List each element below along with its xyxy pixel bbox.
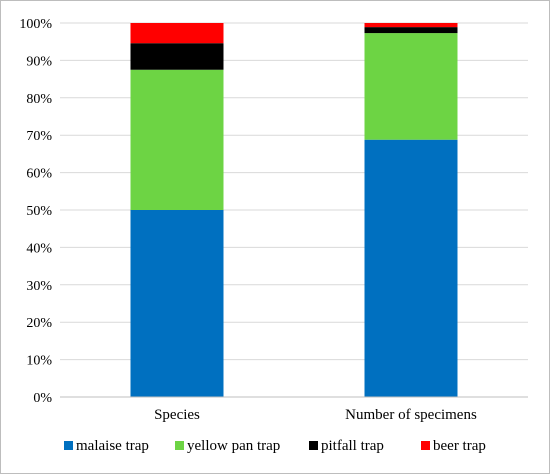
legend-swatch [64, 441, 73, 450]
bars [130, 23, 458, 398]
legend-label: malaise trap [76, 438, 149, 454]
legend-label: beer trap [433, 438, 486, 454]
bar-segment-malaise-trap [130, 210, 224, 397]
bar-segment-malaise-trap [364, 139, 458, 398]
gridlines [60, 22, 528, 361]
legend-label: pitfall trap [321, 438, 384, 454]
y-tick-label: 90% [26, 54, 52, 69]
y-tick-label: 10% [26, 354, 52, 369]
bar-segment-beer-trap [130, 23, 224, 44]
legend-label: yellow pan trap [187, 438, 280, 454]
legend-swatch [421, 441, 430, 450]
bar-segment-beer-trap [364, 23, 458, 28]
bar-segment-yellow-pan-trap [130, 69, 224, 210]
y-tick-label: 60% [26, 167, 52, 182]
legend-swatch [175, 441, 184, 450]
y-tick-label: 50% [26, 204, 52, 219]
y-tick-label: 20% [26, 316, 52, 331]
bar-segment-pitfall-trap [130, 43, 224, 70]
y-axis-tick-labels: 0% 10% 20% 30% 40% 50% 60% 70% 80% 90% 100% [19, 17, 52, 406]
x-category-label: Species [154, 407, 200, 423]
y-tick-label: 100% [19, 17, 52, 32]
legend-swatch [309, 441, 318, 450]
x-axis-category-labels: Species Number of specimens [154, 407, 477, 423]
y-tick-label: 70% [26, 129, 52, 144]
legend: malaise trap yellow pan trap pitfall trap b… [64, 438, 486, 454]
y-tick-label: 80% [26, 92, 52, 107]
x-category-label: Number of specimens [345, 407, 477, 423]
bar-segment-yellow-pan-trap [364, 33, 458, 140]
bar-segment-pitfall-trap [364, 27, 458, 34]
y-tick-label: 30% [26, 279, 52, 294]
y-tick-label: 40% [26, 241, 52, 256]
y-tick-label: 0% [33, 391, 52, 406]
